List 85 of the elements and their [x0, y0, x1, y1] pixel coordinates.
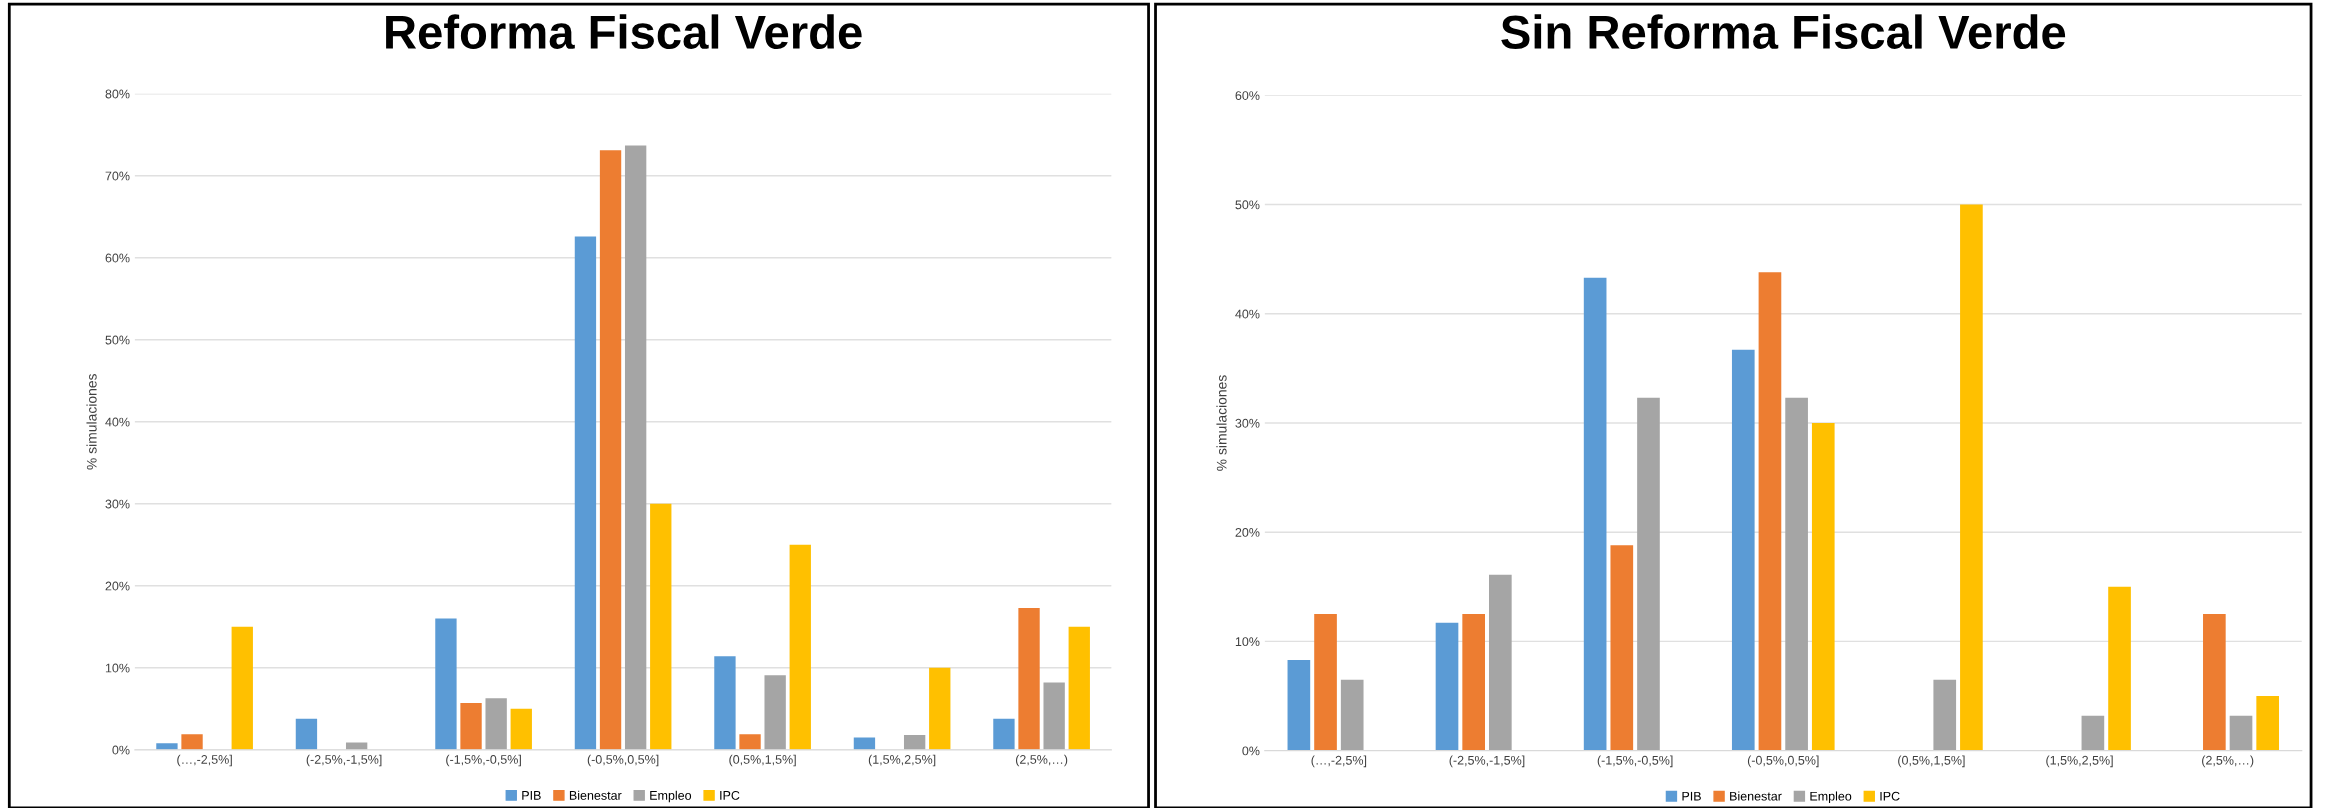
legend-label: Bienestar [1730, 791, 1782, 801]
bar [993, 718, 1015, 750]
legend-label: Bienestar [569, 790, 622, 800]
x-tick-label: (1,5%,2,5%] [2046, 755, 2113, 768]
bar [789, 544, 811, 750]
bar [510, 708, 532, 750]
bar [1043, 682, 1065, 750]
x-tick-label: (2,5%,…) [2202, 755, 2254, 768]
bar [231, 626, 253, 750]
y-tick-label: 30% [1235, 418, 1260, 428]
bar [1314, 614, 1337, 751]
y-tick-label: 10% [105, 663, 130, 673]
bar [156, 743, 178, 750]
legend-label: PIB [522, 791, 541, 800]
legend-label: IPC [1880, 791, 1900, 801]
bar [1758, 272, 1782, 751]
x-tick-label: (-2,5%,-1,5%] [306, 754, 382, 767]
bar [1785, 397, 1808, 751]
x-tick-label: (…,-2,5%] [1311, 755, 1367, 768]
bar [2081, 715, 2105, 751]
y-tick-label: 20% [105, 581, 130, 591]
bar [460, 703, 482, 750]
bar [650, 503, 672, 750]
y-axis-title: % simulaciones [1216, 375, 1227, 471]
legend-label: Empleo [650, 790, 692, 803]
bar [739, 734, 761, 750]
y-tick-label: 40% [1235, 309, 1260, 319]
x-tick-label: (-1,5%,-0,5%] [1597, 755, 1673, 768]
x-tick-label: (-0,5%,0,5%] [1747, 755, 1819, 768]
bar [181, 734, 203, 750]
legend-label: PIB [1682, 791, 1701, 801]
bar [435, 618, 457, 750]
bar [1340, 679, 1364, 751]
bar [2256, 696, 2280, 751]
bar [1731, 349, 1755, 751]
bar [574, 236, 597, 750]
chart-title: Sin Reforma Fiscal Verde [1501, 14, 2066, 50]
y-tick-label: 0% [112, 745, 130, 755]
bar [1637, 397, 1660, 751]
bar [2229, 715, 2253, 751]
x-tick-label: (…,-2,5%] [177, 754, 232, 767]
bar [345, 742, 368, 750]
bar [1068, 626, 1090, 750]
y-tick-label: 80% [105, 89, 130, 99]
x-tick-label: (-2,5%,-1,5%] [1449, 755, 1525, 768]
y-tick-label: 40% [105, 417, 130, 427]
x-tick-label: (-1,5%,-0,5%] [446, 754, 521, 767]
bar [599, 150, 622, 750]
bar [1583, 277, 1607, 751]
bar [1960, 204, 1983, 751]
bar [1462, 614, 1485, 751]
x-tick-label: (-0,5%,0,5%] [587, 754, 659, 767]
y-tick-label: 70% [105, 171, 130, 181]
bar [1018, 607, 1040, 750]
bar [714, 656, 736, 750]
bar [2108, 586, 2131, 751]
y-tick-label: 30% [105, 499, 130, 509]
bar [1435, 622, 1459, 751]
y-tick-label: 60% [1235, 91, 1260, 100]
y-tick-label: 20% [1235, 528, 1260, 537]
y-tick-label: 60% [105, 253, 130, 263]
x-tick-label: (0,5%,1,5%] [729, 754, 796, 767]
bar [1489, 574, 1512, 751]
bar [1933, 679, 1957, 751]
y-tick-label: 50% [1235, 200, 1260, 210]
bar [2203, 614, 2226, 751]
bar [764, 675, 786, 750]
bar [903, 735, 926, 750]
y-tick-label: 50% [105, 335, 130, 345]
y-tick-label: 10% [1235, 637, 1260, 647]
chart-title: Reforma Fiscal Verde [386, 14, 862, 50]
x-tick-label: (0,5%,1,5%] [1898, 755, 1965, 768]
bar [624, 145, 647, 750]
bar [295, 718, 318, 750]
bar [1610, 545, 1634, 751]
bar [1811, 422, 1835, 751]
legend-label: Empleo [1810, 791, 1852, 804]
x-tick-label: (1,5%,2,5%] [868, 754, 936, 767]
y-axis-title: % simulaciones [86, 374, 97, 470]
bar [1287, 659, 1311, 751]
y-tick-label: 0% [1242, 746, 1260, 756]
bar [485, 698, 507, 750]
legend-label: IPC [720, 790, 740, 800]
bar [929, 667, 951, 750]
x-tick-label: (2,5%,…) [1015, 754, 1068, 767]
